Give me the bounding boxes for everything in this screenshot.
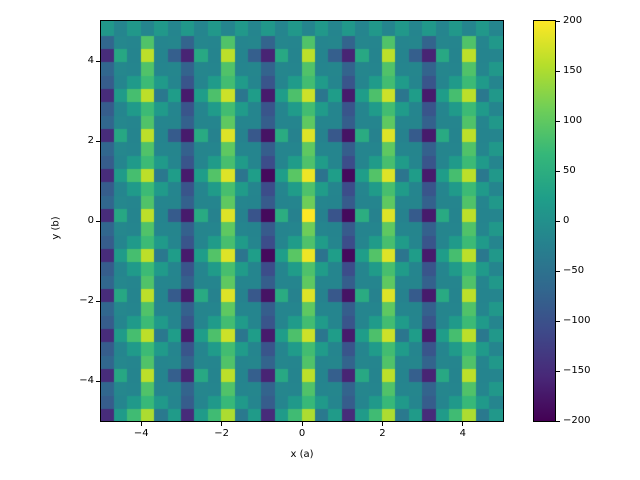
tick-mark — [96, 300, 100, 302]
x-tick-label: −4 — [133, 428, 149, 439]
colorbar-gradient — [534, 21, 555, 421]
x-tick-label: 4 — [459, 428, 466, 439]
tick-mark — [556, 420, 560, 422]
tick-mark — [221, 422, 223, 426]
x-axis-label: x (a) — [290, 449, 314, 460]
tick-mark — [301, 422, 303, 426]
colorbar-tick-label: 50 — [563, 165, 576, 176]
colorbar-tick-label: −50 — [563, 265, 585, 276]
y-tick-label: 2 — [87, 135, 94, 146]
tick-mark — [96, 220, 100, 222]
tick-mark — [96, 380, 100, 382]
colorbar-tick-label: 0 — [563, 215, 570, 226]
tick-mark — [556, 320, 560, 322]
x-tick-label: 2 — [379, 428, 386, 439]
colorbar-tick-label: 100 — [563, 115, 583, 126]
tick-mark — [140, 422, 142, 426]
tick-mark — [556, 170, 560, 172]
colorbar-tick-label: 200 — [563, 15, 583, 26]
tick-mark — [556, 70, 560, 72]
tick-mark — [96, 140, 100, 142]
y-tick-label: −4 — [79, 375, 94, 386]
tick-mark — [462, 422, 464, 426]
x-tick-label: −2 — [214, 428, 229, 439]
tick-mark — [556, 220, 560, 222]
y-tick-label: 0 — [87, 215, 94, 226]
tick-mark — [556, 270, 560, 272]
colorbar-tick-label: 150 — [563, 65, 583, 76]
y-tick-label: 4 — [87, 55, 94, 66]
x-tick-label: 0 — [298, 428, 306, 439]
tick-mark — [556, 370, 560, 372]
tick-mark — [96, 60, 100, 62]
tick-mark — [381, 422, 383, 426]
tick-mark — [556, 120, 560, 122]
colorbar-tick-label: −100 — [563, 315, 591, 326]
y-tick-label: −2 — [79, 295, 94, 306]
tick-mark — [556, 20, 560, 22]
colorbar-tick-label: −200 — [563, 415, 591, 426]
colorbar-tick-label: −150 — [563, 365, 591, 376]
plot-area — [100, 20, 504, 422]
colorbar — [533, 20, 556, 422]
heatmap-canvas — [101, 21, 503, 421]
